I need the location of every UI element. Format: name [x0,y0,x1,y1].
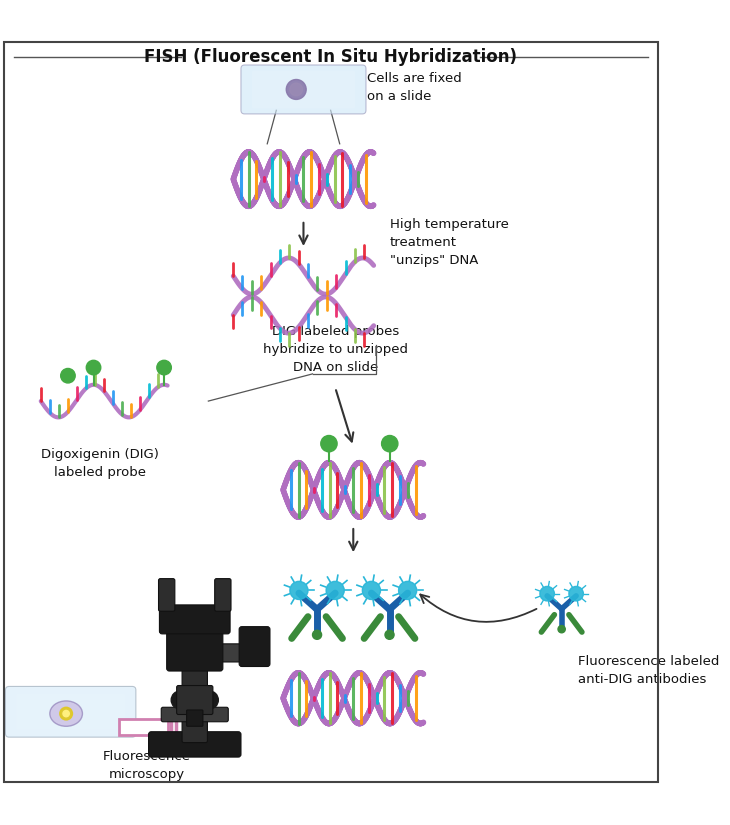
Circle shape [558,625,565,633]
FancyBboxPatch shape [159,605,230,634]
Circle shape [326,582,345,600]
Circle shape [172,691,189,709]
FancyBboxPatch shape [158,578,174,611]
FancyBboxPatch shape [166,625,223,671]
Text: Cells are fixed
on a slide: Cells are fixed on a slide [367,72,461,103]
Circle shape [286,79,306,100]
FancyBboxPatch shape [161,707,228,722]
Text: FISH (Fluorescent In Situ Hybridization): FISH (Fluorescent In Situ Hybridization) [144,48,517,66]
Text: Fluorescence labeled
anti-DIG antibodies: Fluorescence labeled anti-DIG antibodies [578,655,719,686]
FancyBboxPatch shape [241,65,366,114]
Text: High temperature
treatment
"unzips" DNA: High temperature treatment "unzips" DNA [390,218,508,267]
FancyBboxPatch shape [182,662,207,743]
Circle shape [63,710,69,717]
Text: Fluorescence
microscopy: Fluorescence microscopy [103,750,191,780]
Circle shape [200,691,218,709]
Text: DIG labeled probes
hybridize to unzipped
DNA on slide: DIG labeled probes hybridize to unzipped… [263,325,407,374]
Circle shape [312,630,322,639]
Circle shape [290,83,302,96]
FancyBboxPatch shape [119,719,169,735]
FancyBboxPatch shape [177,686,213,714]
Ellipse shape [50,701,82,726]
Circle shape [569,587,583,601]
Circle shape [385,630,394,639]
Circle shape [86,361,101,375]
FancyBboxPatch shape [149,732,241,757]
Circle shape [60,707,72,720]
FancyBboxPatch shape [217,644,252,662]
FancyBboxPatch shape [5,686,136,738]
Circle shape [157,361,172,375]
FancyBboxPatch shape [215,578,231,611]
Circle shape [290,582,308,600]
Circle shape [399,582,417,600]
Text: Digoxigenin (DIG)
labeled probe: Digoxigenin (DIG) labeled probe [41,448,158,479]
FancyBboxPatch shape [252,70,355,108]
Circle shape [382,436,398,452]
Circle shape [540,587,554,601]
Circle shape [61,369,75,383]
FancyBboxPatch shape [187,710,203,726]
FancyBboxPatch shape [239,627,270,667]
FancyBboxPatch shape [16,694,125,730]
Circle shape [362,582,380,600]
Circle shape [320,436,337,452]
